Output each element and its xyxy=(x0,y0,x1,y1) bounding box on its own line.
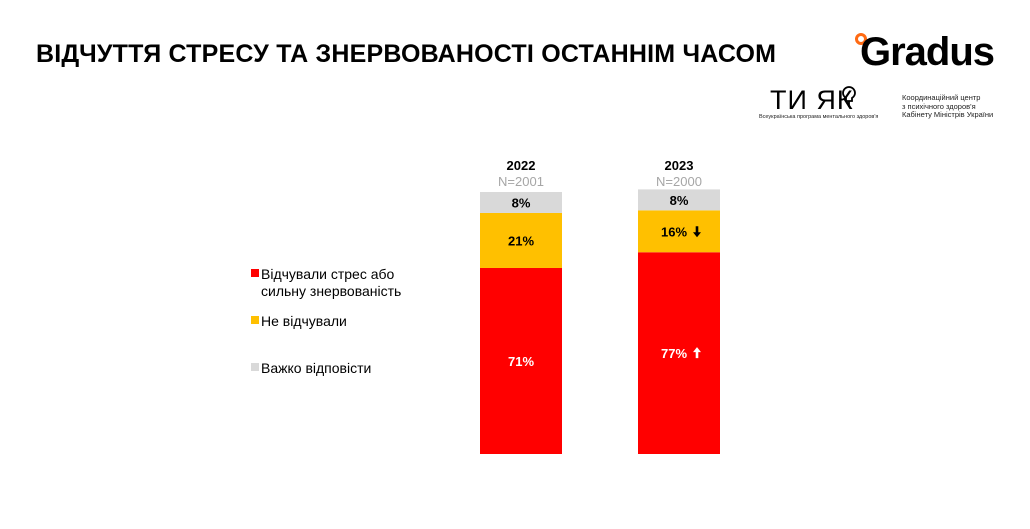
data-label: 71% xyxy=(508,354,534,369)
legend-swatch xyxy=(251,269,259,277)
bar-segment xyxy=(480,192,562,213)
data-label: 21% xyxy=(508,233,534,248)
tyak-logo: ТИ ЯК xyxy=(770,85,854,115)
legend-label: Не відчували xyxy=(261,313,347,329)
sample-size-label: N=2000 xyxy=(656,174,702,189)
bar-segment xyxy=(638,189,720,211)
legend-label: Важко відповісти xyxy=(261,360,372,376)
sample-size-label: N=2001 xyxy=(498,174,544,189)
gradus-logo-dot-icon xyxy=(855,33,867,45)
coordination-center-logo-text: Координаційний центр з психічного здоров… xyxy=(902,93,994,120)
bar-segment xyxy=(480,267,562,454)
data-label: 16% xyxy=(661,224,687,239)
data-label: 77% xyxy=(661,346,687,361)
center-line: з психічного здоров'я xyxy=(902,101,976,111)
center-line: Координаційний центр xyxy=(902,93,981,102)
bar-segment xyxy=(638,252,720,454)
bar-segment xyxy=(638,210,720,253)
arrow-down-icon xyxy=(693,226,701,238)
tyak-subtitle: Всеукраїнська програма ментального здоро… xyxy=(759,114,879,120)
category-label-year: 2023 xyxy=(664,158,694,173)
bar-segment xyxy=(480,212,562,268)
data-label: 8% xyxy=(512,195,531,210)
legend-swatch xyxy=(251,316,259,324)
page-title: ВІДЧУТТЯ СТРЕСУ ТА ЗНЕРВОВАНОСТІ ОСТАННІ… xyxy=(36,40,777,68)
arrow-up-icon xyxy=(693,347,701,359)
legend-swatch xyxy=(251,363,259,371)
category-label-year: 2022 xyxy=(506,158,536,173)
legend-label: Відчували стрес або сильну знервованість xyxy=(261,266,402,299)
data-label: 8% xyxy=(670,193,689,208)
center-line: Кабінету Міністрів України xyxy=(902,110,994,119)
gradus-logo: Gradus xyxy=(860,30,995,74)
lightbulb-icon xyxy=(842,86,856,107)
